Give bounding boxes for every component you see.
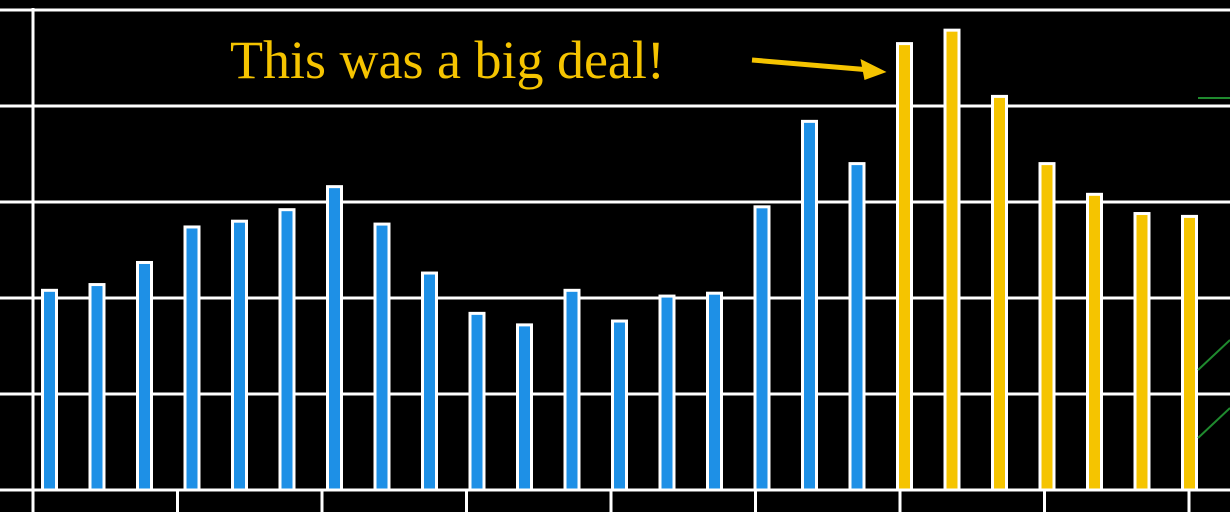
bar-yellow xyxy=(1038,162,1056,492)
bar-yellow xyxy=(991,94,1008,492)
bars xyxy=(41,28,1198,492)
bar-blue xyxy=(88,283,106,492)
bar-blue xyxy=(183,225,201,492)
bar-blue xyxy=(41,288,58,492)
annotation-group: This was a big deal! xyxy=(230,30,887,90)
bar-blue xyxy=(278,208,296,492)
bar-blue xyxy=(231,219,248,492)
bar-blue xyxy=(421,271,438,492)
annotation-arrow xyxy=(751,57,887,80)
arrow-shaft xyxy=(751,57,871,73)
bar-blue xyxy=(611,319,628,492)
bar-blue xyxy=(563,288,581,492)
bar-blue xyxy=(136,260,153,492)
grid-lines xyxy=(0,8,1230,396)
bar-blue xyxy=(801,119,818,492)
bar-yellow xyxy=(1086,192,1103,492)
bar-yellow xyxy=(1181,214,1198,492)
bar-blue xyxy=(848,162,866,492)
arrow-head xyxy=(860,59,887,80)
bar-blue xyxy=(326,185,343,492)
bar-blue xyxy=(516,323,533,492)
bar-blue xyxy=(468,311,486,492)
bar-yellow xyxy=(943,28,961,492)
bar-yellow xyxy=(896,42,913,492)
bar-blue xyxy=(373,222,391,492)
bar-blue xyxy=(658,294,676,492)
bar-blue xyxy=(753,205,771,492)
bar-blue xyxy=(706,291,723,492)
annotation-text: This was a big deal! xyxy=(230,30,665,90)
accent-line xyxy=(1197,407,1230,439)
accent-line xyxy=(1197,339,1230,371)
bar-yellow xyxy=(1133,212,1151,492)
decorations xyxy=(1197,97,1230,439)
